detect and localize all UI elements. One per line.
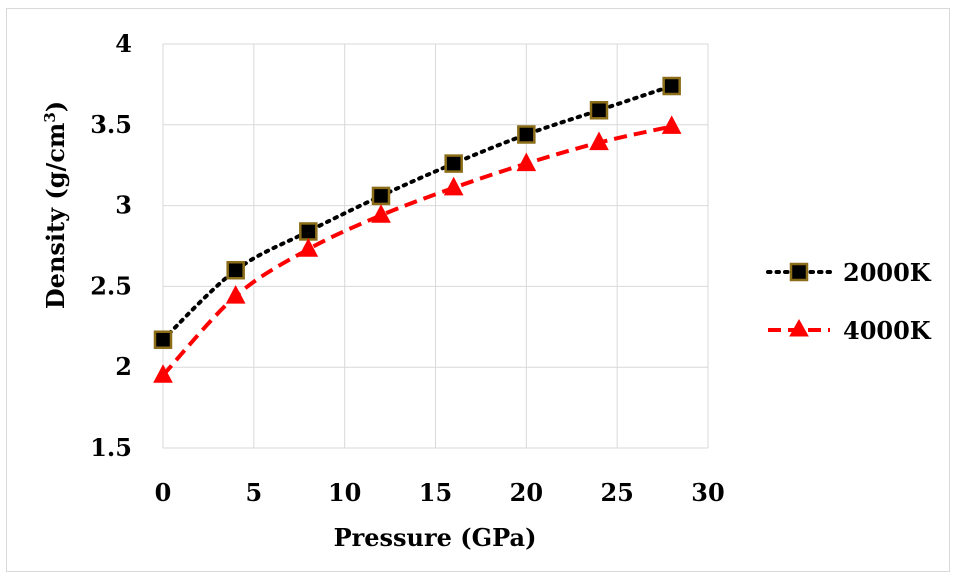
data-point-2000K bbox=[226, 260, 245, 280]
x-tick-label: 15 bbox=[419, 478, 452, 507]
data-point-4000K bbox=[225, 285, 246, 304]
y-axis-title: Density (g/cm3) bbox=[41, 101, 70, 309]
x-tick-label: 30 bbox=[691, 478, 724, 507]
data-point-2000K bbox=[589, 101, 609, 120]
y-tick-label: 3 bbox=[115, 191, 132, 220]
grid bbox=[162, 43, 709, 449]
legend-item-4000K: 4000K bbox=[768, 316, 932, 345]
legend-marker-4000K bbox=[789, 318, 809, 337]
y-tick-label: 4 bbox=[115, 29, 132, 58]
data-point-2000K bbox=[444, 154, 463, 173]
x-tick-labels: 0 5 10 15 20 25 30 bbox=[155, 478, 725, 507]
data-point-4000K bbox=[443, 176, 464, 196]
y-tick-labels: 1.5 2 2.5 3 3.5 4 bbox=[90, 29, 132, 462]
data-point-4000K bbox=[298, 238, 319, 257]
x-tick-label: 0 bbox=[155, 478, 172, 507]
data-point-4000K bbox=[589, 131, 609, 151]
x-tick-label: 20 bbox=[510, 478, 543, 507]
y-tick-label: 2.5 bbox=[90, 271, 132, 300]
data-point-2000K bbox=[153, 330, 173, 349]
data-point-4000K bbox=[153, 364, 173, 383]
data-point-2000K bbox=[517, 125, 536, 144]
data-point-4000K bbox=[371, 204, 391, 223]
data-point-4000K bbox=[516, 152, 537, 172]
legend-marker-2000K bbox=[789, 262, 809, 282]
y-tick-label: 3.5 bbox=[90, 110, 132, 139]
y-tick-label: 1.5 bbox=[90, 433, 132, 462]
y-axis-title-main: Density (g/cm bbox=[41, 123, 70, 309]
data-point-2000K bbox=[371, 186, 391, 206]
x-tick-label: 10 bbox=[328, 478, 361, 507]
x-tick-label: 25 bbox=[600, 478, 633, 507]
series-line-4000K bbox=[161, 124, 673, 377]
legend: 2000K 4000K bbox=[766, 258, 932, 345]
series-2000K bbox=[153, 76, 681, 349]
data-point-2000K bbox=[299, 222, 318, 241]
legend-label-4000K: 4000K bbox=[843, 316, 932, 345]
y-axis-title-close: ) bbox=[41, 101, 70, 112]
legend-label-2000K: 2000K bbox=[843, 258, 932, 287]
legend-item-2000K: 2000K bbox=[766, 258, 932, 287]
series bbox=[153, 76, 682, 383]
data-point-4000K bbox=[661, 115, 682, 134]
series-4000K bbox=[153, 115, 682, 383]
y-tick-label: 2 bbox=[115, 352, 132, 381]
x-axis-title: Pressure (GPa) bbox=[334, 523, 537, 552]
y-axis-title-superscript: 3 bbox=[41, 112, 59, 122]
data-point-2000K bbox=[662, 76, 681, 96]
x-tick-label: 5 bbox=[245, 478, 262, 507]
